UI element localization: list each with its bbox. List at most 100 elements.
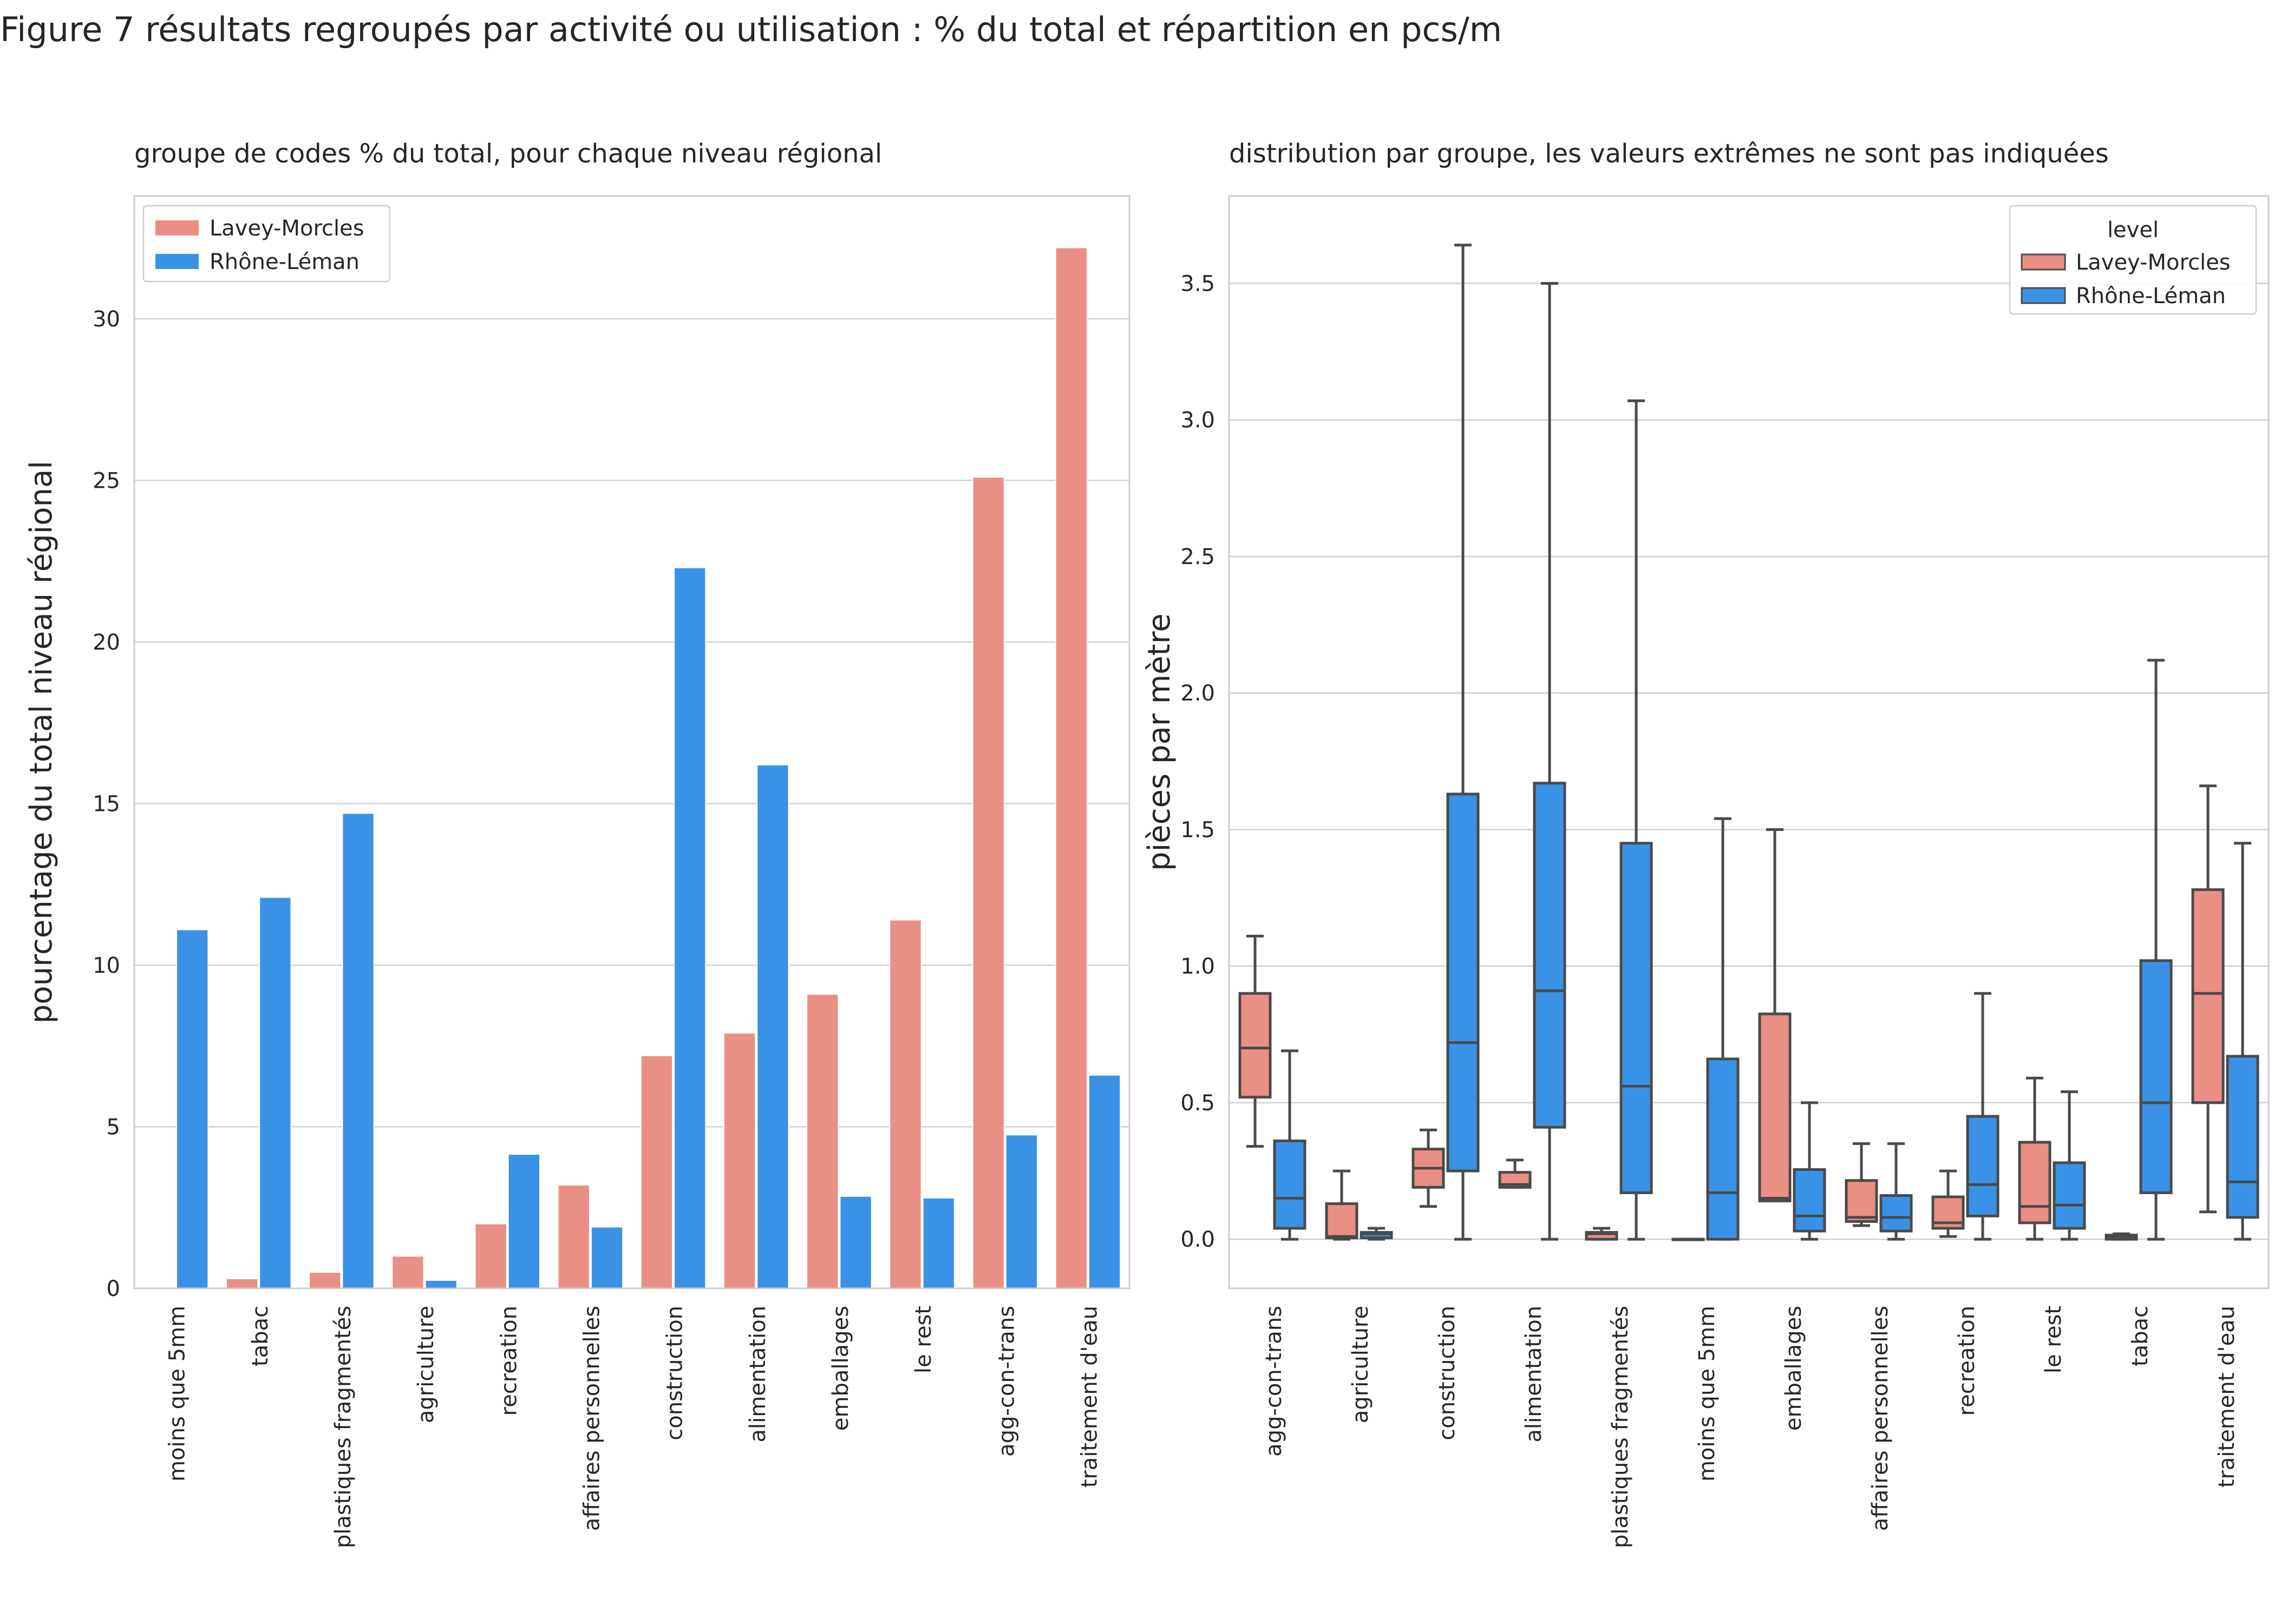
box-chart-boxes bbox=[1238, 244, 2259, 1241]
bar-x-tick-le-rest: le rest bbox=[911, 1306, 936, 1373]
bar-le-rest-lavey-morcles bbox=[889, 919, 922, 1289]
box-iqr bbox=[2226, 1055, 2259, 1219]
bar-affaires-personnelles-lavey-morcles bbox=[557, 1184, 590, 1289]
box-x-tick-agg-con-trans: agg-con-trans bbox=[1262, 1306, 1286, 1457]
bar-x-tick-agriculture: agriculture bbox=[414, 1306, 439, 1423]
box-moins-que-5mm-lavey-morcles bbox=[1671, 1237, 1705, 1241]
bar-agg-con-trans-rhone-leman bbox=[1005, 1134, 1038, 1289]
box-le-rest-lavey-morcles bbox=[2018, 1077, 2051, 1241]
box-iqr bbox=[1360, 1231, 1393, 1240]
box-legend-box bbox=[2009, 205, 2257, 315]
bar-x-tick-moins-que-5mm: moins que 5mm bbox=[165, 1306, 190, 1482]
box-iqr bbox=[1879, 1194, 1913, 1233]
box-iqr bbox=[1533, 782, 1566, 1129]
box-alimentation-rhone-leman bbox=[1533, 281, 1566, 1241]
bar-construction-lavey-morcles bbox=[640, 1055, 674, 1289]
bar-x-tick-traitement-d-eau: traitement d'eau bbox=[1077, 1306, 1102, 1488]
box-emballages-lavey-morcles bbox=[1758, 828, 1792, 1203]
box-iqr bbox=[1793, 1168, 1826, 1233]
box-chart: distribution par groupe, les valeurs ext… bbox=[1142, 139, 2270, 1548]
box-tabac-rhone-leman bbox=[2139, 659, 2173, 1241]
box-traitement-d-eau-lavey-morcles bbox=[2191, 784, 2225, 1214]
bar-legend-label-lavey-morcles: Lavey-Morcles bbox=[210, 216, 364, 241]
box-y-tick-label: 1.0 bbox=[1180, 954, 1215, 979]
box-construction-lavey-morcles bbox=[1412, 1128, 1445, 1208]
box-x-tick-tabac: tabac bbox=[2128, 1306, 2153, 1366]
bar-agg-con-trans-lavey-morcles bbox=[972, 476, 1005, 1289]
box-y-tick-label: 2.5 bbox=[1180, 545, 1215, 569]
box-x-tick-agriculture: agriculture bbox=[1348, 1306, 1373, 1423]
box-plastiques-fragmentes-rhone-leman bbox=[1619, 399, 1653, 1241]
box-chart-frame bbox=[1228, 195, 2270, 1289]
box-iqr bbox=[2139, 959, 2173, 1194]
box-x-tick-emballages: emballages bbox=[1781, 1306, 1806, 1431]
box-tabac-lavey-morcles bbox=[2105, 1232, 2138, 1241]
box-agg-con-trans-rhone-leman bbox=[1273, 1049, 1306, 1241]
bar-x-tick-construction: construction bbox=[663, 1306, 688, 1440]
box-x-tick-affaires-personnelles: affaires personnelles bbox=[1868, 1306, 1893, 1531]
figure-title: Figure 7 résultats regroupés par activit… bbox=[0, 10, 1502, 49]
box-x-tick-construction: construction bbox=[1435, 1306, 1460, 1440]
box-iqr bbox=[1619, 842, 1653, 1194]
box-y-tick-label: 0.5 bbox=[1180, 1091, 1215, 1116]
bar-emballages-lavey-morcles bbox=[806, 993, 839, 1289]
box-iqr bbox=[1758, 1012, 1792, 1203]
bar-le-rest-rhone-leman bbox=[922, 1197, 955, 1289]
box-iqr bbox=[1238, 992, 1272, 1099]
bar-traitement-d-eau-rhone-leman bbox=[1088, 1074, 1121, 1289]
box-x-tick-moins-que-5mm: moins que 5mm bbox=[1695, 1306, 1720, 1482]
box-chart-legend: level Lavey-Morcles Rhône-Léman bbox=[2009, 205, 2257, 315]
box-iqr bbox=[1325, 1202, 1358, 1240]
box-affaires-personnelles-rhone-leman bbox=[1879, 1142, 1913, 1241]
box-alimentation-lavey-morcles bbox=[1498, 1158, 1532, 1189]
bar-alimentation-lavey-morcles bbox=[723, 1032, 756, 1289]
bar-y-tick-label: 5 bbox=[107, 1115, 120, 1140]
bar-chart-ylabel: pourcentage du total niveau régional bbox=[24, 461, 59, 1024]
box-iqr bbox=[1446, 793, 1480, 1173]
bar-y-tick-label: 30 bbox=[93, 307, 120, 332]
box-x-tick-alimentation: alimentation bbox=[1521, 1306, 1546, 1442]
box-iqr bbox=[1706, 1057, 1740, 1241]
bar-y-tick-label: 20 bbox=[93, 630, 120, 655]
bar-tabac-lavey-morcles bbox=[225, 1278, 259, 1289]
box-chart-gridlines bbox=[1229, 283, 2269, 1240]
box-chart-ylabel: pièces par mètre bbox=[1142, 613, 1177, 871]
bar-agriculture-lavey-morcles bbox=[391, 1255, 424, 1289]
box-y-tick-label: 0.0 bbox=[1180, 1227, 1215, 1252]
bar-y-tick-label: 0 bbox=[107, 1276, 120, 1301]
bar-y-tick-label: 10 bbox=[93, 953, 120, 978]
bar-chart-bars bbox=[176, 247, 1121, 1289]
bar-legend-label-rhone-leman: Rhône-Léman bbox=[210, 250, 360, 274]
box-y-tick-label: 2.0 bbox=[1180, 681, 1215, 706]
box-y-tick-label: 3.0 bbox=[1180, 408, 1215, 433]
box-emballages-rhone-leman bbox=[1793, 1101, 1826, 1241]
box-chart-y-ticks: 0.0 0.5 1.0 1.5 2.0 2.5 3.0 3.5 bbox=[1180, 271, 1215, 1252]
bar-alimentation-rhone-leman bbox=[756, 764, 789, 1289]
box-le-rest-rhone-leman bbox=[2053, 1090, 2086, 1241]
bar-chart-y-ticks: 0 5 10 15 20 25 30 bbox=[93, 307, 120, 1301]
box-construction-rhone-leman bbox=[1446, 244, 1480, 1241]
box-iqr bbox=[1966, 1115, 1999, 1217]
bar-affaires-personnelles-rhone-leman bbox=[590, 1226, 624, 1289]
box-agriculture-lavey-morcles bbox=[1325, 1169, 1358, 1241]
box-agg-con-trans-lavey-morcles bbox=[1238, 934, 1272, 1148]
bar-chart: groupe de codes % du total, pour chaque … bbox=[24, 139, 1131, 1548]
box-x-tick-le-rest: le rest bbox=[2041, 1306, 2066, 1373]
box-x-tick-plastiques-fragmentes: plastiques fragmentés bbox=[1608, 1306, 1633, 1548]
bar-x-tick-plastiques-fragmentes: plastiques fragmentés bbox=[331, 1306, 356, 1548]
bar-traitement-d-eau-lavey-morcles bbox=[1055, 247, 1088, 1289]
box-iqr bbox=[1273, 1140, 1306, 1230]
bar-recreation-rhone-leman bbox=[507, 1154, 541, 1289]
bar-emballages-rhone-leman bbox=[839, 1195, 872, 1289]
box-legend-label-lavey-morcles: Lavey-Morcles bbox=[2076, 250, 2231, 275]
bar-chart-legend: Lavey-Morcles Rhône-Léman bbox=[142, 205, 391, 283]
box-chart-title: distribution par groupe, les valeurs ext… bbox=[1229, 139, 2109, 169]
bar-construction-rhone-leman bbox=[674, 567, 707, 1289]
box-x-tick-traitement-d-eau: traitement d'eau bbox=[2214, 1306, 2239, 1488]
bar-chart-x-ticks: moins que 5mm tabac plastiques fragmentés a… bbox=[165, 1306, 1102, 1548]
box-moins-que-5mm-rhone-leman bbox=[1706, 817, 1740, 1241]
box-recreation-rhone-leman bbox=[1966, 992, 1999, 1241]
box-y-tick-label: 3.5 bbox=[1180, 271, 1215, 296]
bar-plastiques-fragmentes-rhone-leman bbox=[342, 813, 375, 1289]
bar-chart-frame bbox=[133, 195, 1131, 1289]
